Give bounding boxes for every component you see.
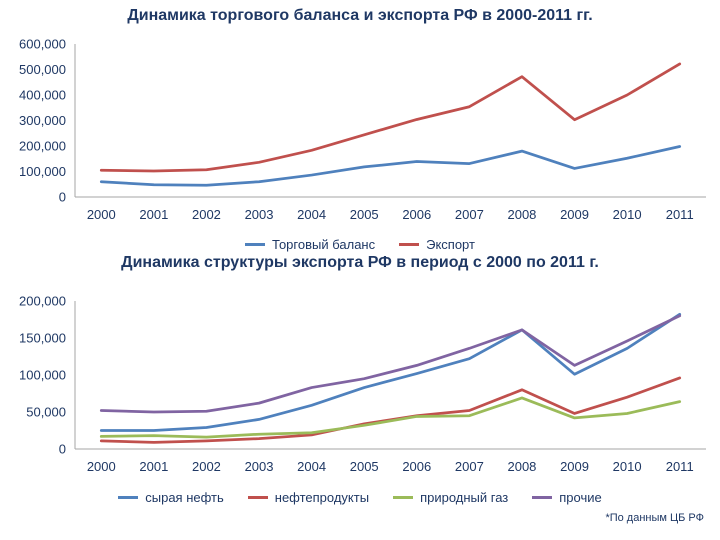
trade-balance-chart-title: Динамика торгового баланса и экспорта РФ… bbox=[127, 7, 593, 24]
y-tick-label: 100,000 bbox=[19, 164, 66, 179]
legend-label: Торговый баланс bbox=[272, 236, 376, 252]
x-tick-label: 2008 bbox=[507, 207, 536, 222]
y-tick-label: 100,000 bbox=[19, 368, 66, 383]
export-structure-chart-canvas: 0 50,000 100,000 150,000 200,000 2000 2001 2002… bbox=[19, 294, 706, 474]
x-tick-label: 2008 bbox=[507, 459, 536, 474]
legend-label: Экспорт bbox=[426, 236, 475, 252]
y-tick-label: 300,000 bbox=[19, 113, 66, 128]
x-tick-label: 2002 bbox=[192, 207, 221, 222]
x-tick-label: 2011 bbox=[666, 207, 694, 222]
legend-swatch-icon bbox=[245, 242, 266, 246]
x-tick-label: 2005 bbox=[350, 459, 379, 474]
export-structure-chart-title: Динамика структуры экспорта РФ в период … bbox=[121, 254, 599, 271]
y-tick-label: 50,000 bbox=[26, 405, 66, 420]
legend-label: прочие bbox=[559, 489, 602, 505]
y-tick-label: 500,000 bbox=[19, 62, 66, 77]
x-tick-label: 2005 bbox=[350, 207, 379, 222]
x-tick-label: 2004 bbox=[297, 207, 326, 222]
series-line-0 bbox=[99, 145, 682, 187]
legend-item-0: сырая нефть bbox=[118, 490, 224, 505]
x-tick-label: 2001 bbox=[139, 207, 168, 222]
legend-label: нефтепродукты bbox=[274, 489, 370, 505]
series-line-2 bbox=[99, 396, 682, 439]
series-line-0 bbox=[99, 312, 682, 432]
x-tick-label: 2004 bbox=[297, 459, 326, 474]
legend-item-1: Экспорт bbox=[399, 237, 475, 252]
x-tick-label: 2010 bbox=[613, 207, 642, 222]
y-tick-label: 600,000 bbox=[19, 37, 66, 52]
legend-swatch-icon bbox=[118, 495, 139, 499]
export-structure-chart-legend: сырая нефть нефтепродукты природный газ про… bbox=[0, 487, 720, 507]
x-tick-label: 2011 bbox=[666, 459, 694, 474]
x-tick-label: 2007 bbox=[455, 207, 484, 222]
x-tick-label: 2000 bbox=[87, 459, 116, 474]
legend-item-2: природный газ bbox=[393, 490, 508, 505]
legend-item-1: нефтепродукты bbox=[247, 489, 370, 505]
y-tick-label: 0 bbox=[59, 442, 66, 457]
legend-item-0: Торговый баланс bbox=[245, 237, 375, 252]
y-tick-label: 400,000 bbox=[19, 88, 66, 103]
x-tick-label: 2009 bbox=[560, 459, 589, 474]
x-tick-label: 2003 bbox=[245, 207, 274, 222]
trade-balance-chart-canvas: 0 100,000 200,000 300,000 400,000 500,000 600,… bbox=[19, 37, 706, 222]
legend-item-3: прочие bbox=[532, 489, 602, 505]
y-tick-label: 200,000 bbox=[19, 139, 66, 154]
x-tick-label: 2006 bbox=[402, 459, 431, 474]
legend-swatch-icon bbox=[247, 495, 268, 499]
y-tick-label: 150,000 bbox=[19, 331, 66, 346]
x-tick-label: 2009 bbox=[560, 207, 589, 222]
x-tick-label: 2000 bbox=[87, 207, 116, 222]
x-tick-label: 2001 bbox=[139, 459, 168, 474]
series-line-1 bbox=[99, 62, 682, 173]
legend-swatch-icon bbox=[532, 495, 553, 499]
x-tick-label: 2002 bbox=[192, 459, 221, 474]
series-line-3 bbox=[99, 314, 682, 414]
x-tick-label: 2010 bbox=[613, 459, 642, 474]
legend-swatch-icon bbox=[399, 242, 420, 246]
trade-balance-chart-legend: Торговый баланс Экспорт bbox=[0, 234, 720, 254]
legend-label: природный газ bbox=[420, 489, 509, 505]
legend-label: сырая нефть bbox=[145, 489, 224, 505]
x-tick-label: 2006 bbox=[402, 207, 431, 222]
source-footnote: *По данным ЦБ РФ bbox=[605, 512, 704, 524]
x-tick-label: 2007 bbox=[455, 459, 484, 474]
y-tick-label: 200,000 bbox=[19, 294, 66, 309]
x-tick-label: 2003 bbox=[245, 459, 274, 474]
y-tick-label: 0 bbox=[59, 190, 66, 205]
legend-swatch-icon bbox=[393, 495, 414, 499]
